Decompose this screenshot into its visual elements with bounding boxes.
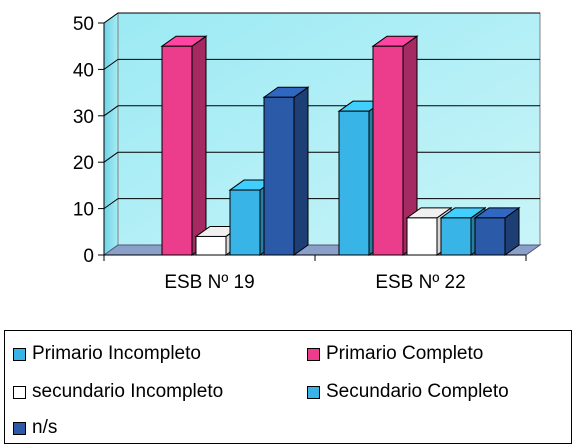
bar-front — [440, 217, 472, 256]
legend-swatch — [307, 347, 320, 361]
legend-item-primario-incompleto: Primario Incompleto — [13, 343, 201, 365]
bar-front — [338, 110, 370, 256]
legend: Primario Incompleto Primario Completo se… — [4, 330, 572, 444]
legend-label: Primario Completo — [326, 343, 484, 364]
bars — [160, 35, 521, 256]
legend-label: Secundario Completo — [326, 381, 509, 402]
bar — [160, 35, 208, 256]
legend-label: secundario Incompleto — [32, 381, 224, 402]
legend-item-secundario-completo: Secundario Completo — [307, 381, 509, 403]
bar-side — [293, 86, 309, 256]
bar-front — [263, 96, 295, 256]
gridline-side — [103, 12, 119, 24]
legend-swatch — [13, 385, 26, 399]
x-tick-label: ESB Nº 19 — [164, 272, 254, 293]
gridline-side — [103, 105, 119, 117]
legend-label: Primario Incompleto — [32, 343, 201, 364]
bar-front — [195, 235, 227, 256]
legend-item-n-s: n/s — [13, 417, 57, 439]
y-tick-label: 10 — [73, 200, 94, 221]
bar-side — [191, 35, 207, 256]
bar-front — [372, 45, 404, 256]
legend-swatch — [13, 347, 26, 361]
side-wall — [103, 12, 119, 256]
y-tick-label: 50 — [73, 14, 94, 35]
y-tick-label: 40 — [73, 60, 94, 81]
legend-swatch — [307, 385, 320, 399]
y-tick-label: 0 — [83, 246, 94, 267]
bar — [371, 35, 419, 256]
bar — [262, 86, 310, 256]
legend-label: n/s — [32, 417, 58, 438]
legend-item-secundario-incompleto: secundario Incompleto — [13, 381, 223, 403]
legend-item-primario-completo: Primario Completo — [307, 343, 483, 365]
gridline-side — [103, 151, 119, 163]
gridline-side — [103, 198, 119, 210]
bar-front — [229, 189, 261, 256]
x-axis: ESB Nº 19 ESB Nº 22 — [103, 254, 527, 293]
bar — [473, 206, 521, 256]
y-tick-label: 30 — [73, 107, 94, 128]
y-axis: 0 10 20 30 40 50 — [73, 14, 105, 267]
bar-front — [161, 45, 193, 256]
x-tick-label: ESB Nº 22 — [375, 272, 465, 293]
y-tick-label: 20 — [73, 153, 94, 174]
bar-front — [406, 217, 438, 256]
legend-swatch — [13, 421, 26, 435]
gridline-side — [103, 58, 119, 70]
bar-front — [474, 217, 506, 256]
